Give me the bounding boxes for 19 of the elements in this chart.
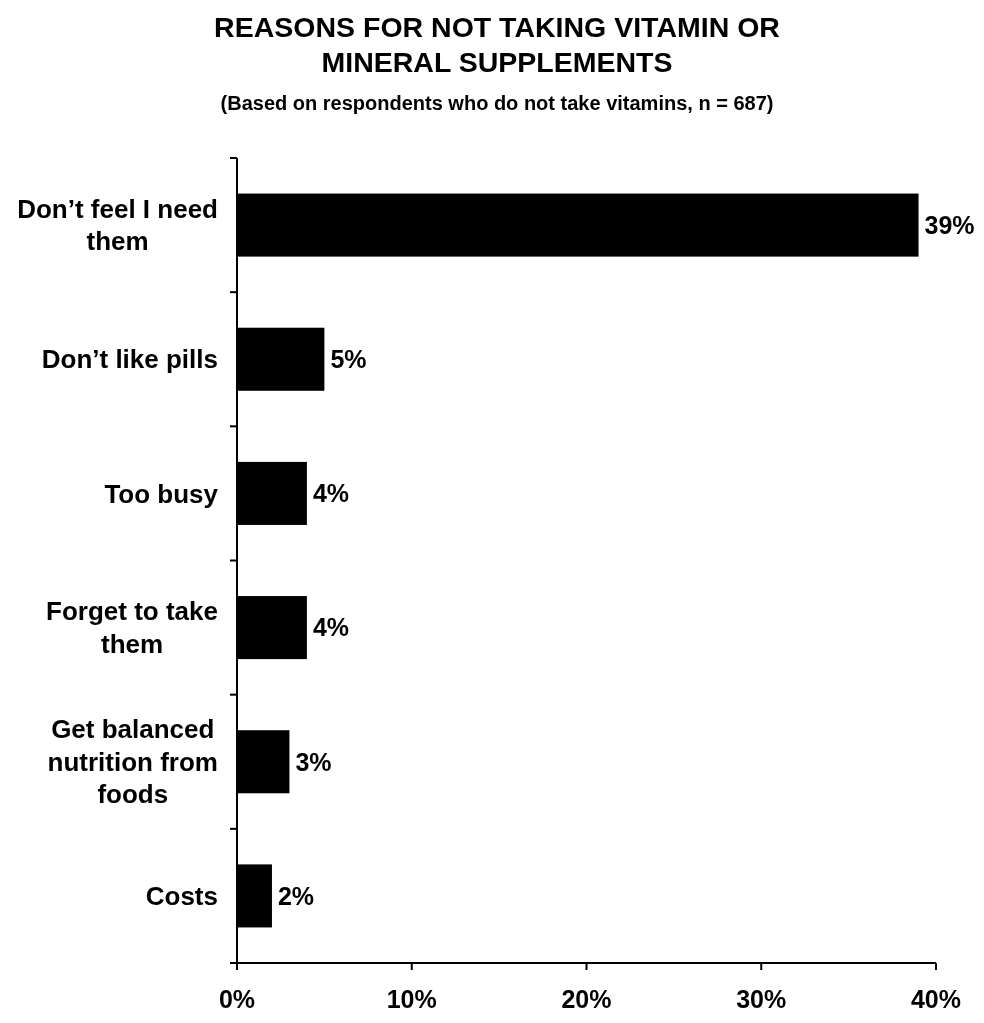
data-label: 3% bbox=[295, 747, 332, 776]
x-tick-label: 0% bbox=[218, 985, 256, 1013]
data-label: 4% bbox=[312, 613, 350, 642]
y-tick-label: Don’t like pills bbox=[41, 344, 218, 375]
data-label: 4% bbox=[312, 479, 350, 508]
y-tick-label: Too busy bbox=[104, 478, 219, 509]
x-tick-label: 20% bbox=[561, 985, 612, 1013]
data-label: 39% bbox=[924, 210, 975, 239]
x-tick-label: 40% bbox=[910, 985, 962, 1013]
y-tick-label: Don’t feel I need them bbox=[17, 193, 219, 257]
data-label: 5% bbox=[330, 345, 367, 373]
chart-subtitle: (Based on respondents who do not take vitamins, n = 687) bbox=[220, 92, 774, 114]
y-tick-label: Get balanced nutrition from foods bbox=[47, 714, 219, 810]
y-tick-label: Forget to take them bbox=[46, 596, 219, 659]
x-tick-label: 10% bbox=[386, 985, 437, 1013]
x-tick-label: 30% bbox=[736, 985, 787, 1013]
data-label: 2% bbox=[277, 881, 315, 910]
y-tick-label: Costs bbox=[145, 881, 219, 912]
chart-title: REASONS FOR NOT TAKING VITAMIN OR MINERAL SUPPLEMENTS bbox=[214, 11, 780, 78]
